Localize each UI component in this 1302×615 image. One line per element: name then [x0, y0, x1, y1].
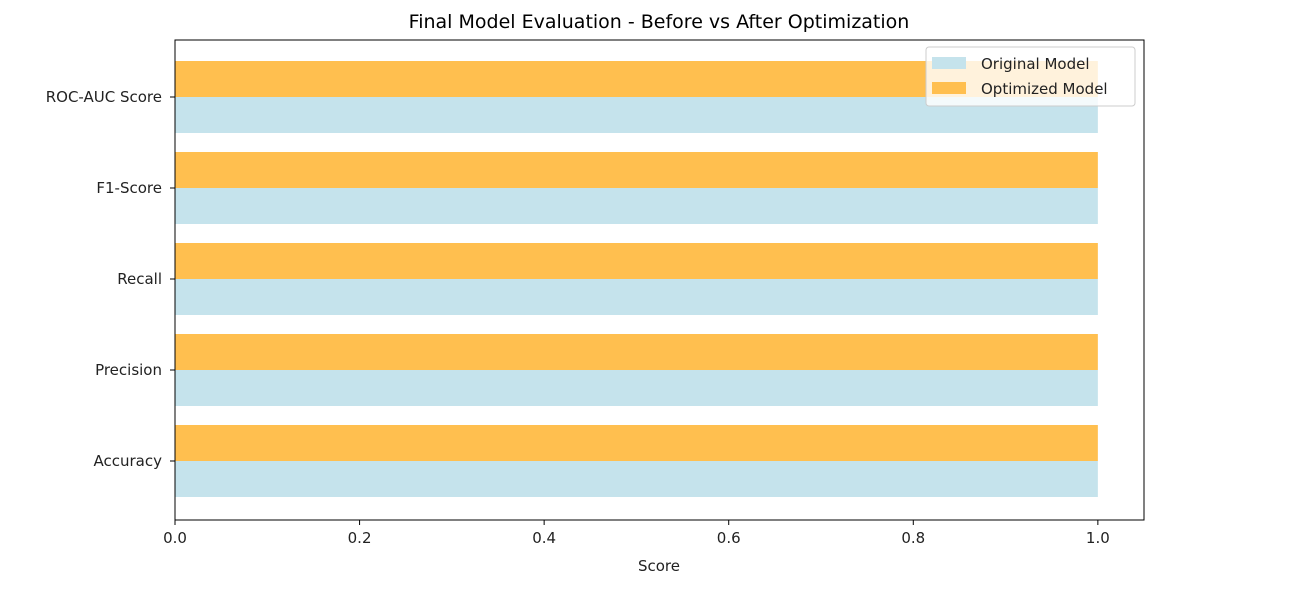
- y-tick-label: Precision: [95, 361, 162, 379]
- x-tick-label: 0.4: [532, 529, 556, 547]
- legend: Original Model Optimized Model: [925, 46, 1136, 107]
- y-tick-label: F1-Score: [96, 179, 162, 197]
- x-tick-label: 1.0: [1086, 529, 1110, 547]
- x-tick-label: 0.2: [348, 529, 372, 547]
- legend-label-optimized-model: Optimized Model: [981, 80, 1108, 98]
- x-tick-label: 0.6: [717, 529, 741, 547]
- bar-original-model-precision: [175, 370, 1098, 406]
- x-tick-label: 0.0: [163, 529, 187, 547]
- bar-original-model-f1-score: [175, 188, 1098, 224]
- x-axis-label: Score: [638, 557, 680, 575]
- legend-swatch-original-model: [932, 57, 966, 69]
- bar-original-model-recall: [175, 279, 1098, 315]
- y-tick-label: ROC-AUC Score: [46, 88, 162, 106]
- legend-swatch-optimized-model: [932, 82, 966, 94]
- bar-optimized-model-f1-score: [175, 152, 1098, 188]
- bar-optimized-model-recall: [175, 243, 1098, 279]
- y-axis-ticks: Accuracy Precision Recall F1-Score ROC-AUC S…: [46, 88, 175, 470]
- x-tick-label: 0.8: [901, 529, 925, 547]
- chart-title: Final Model Evaluation - Before vs After…: [409, 11, 910, 33]
- y-tick-label: Accuracy: [94, 452, 163, 470]
- bar-optimized-model-precision: [175, 334, 1098, 370]
- x-axis-ticks: 0.0 0.2 0.4 0.6 0.8 1.0: [163, 520, 1110, 547]
- legend-box: [925, 46, 1136, 107]
- y-tick-label: Recall: [117, 270, 162, 288]
- bars-group: [175, 61, 1098, 497]
- legend-label-original-model: Original Model: [981, 55, 1090, 73]
- bar-optimized-model-accuracy: [175, 425, 1098, 461]
- plot-area-frame: [174, 39, 1145, 521]
- bar-original-model-accuracy: [175, 461, 1098, 497]
